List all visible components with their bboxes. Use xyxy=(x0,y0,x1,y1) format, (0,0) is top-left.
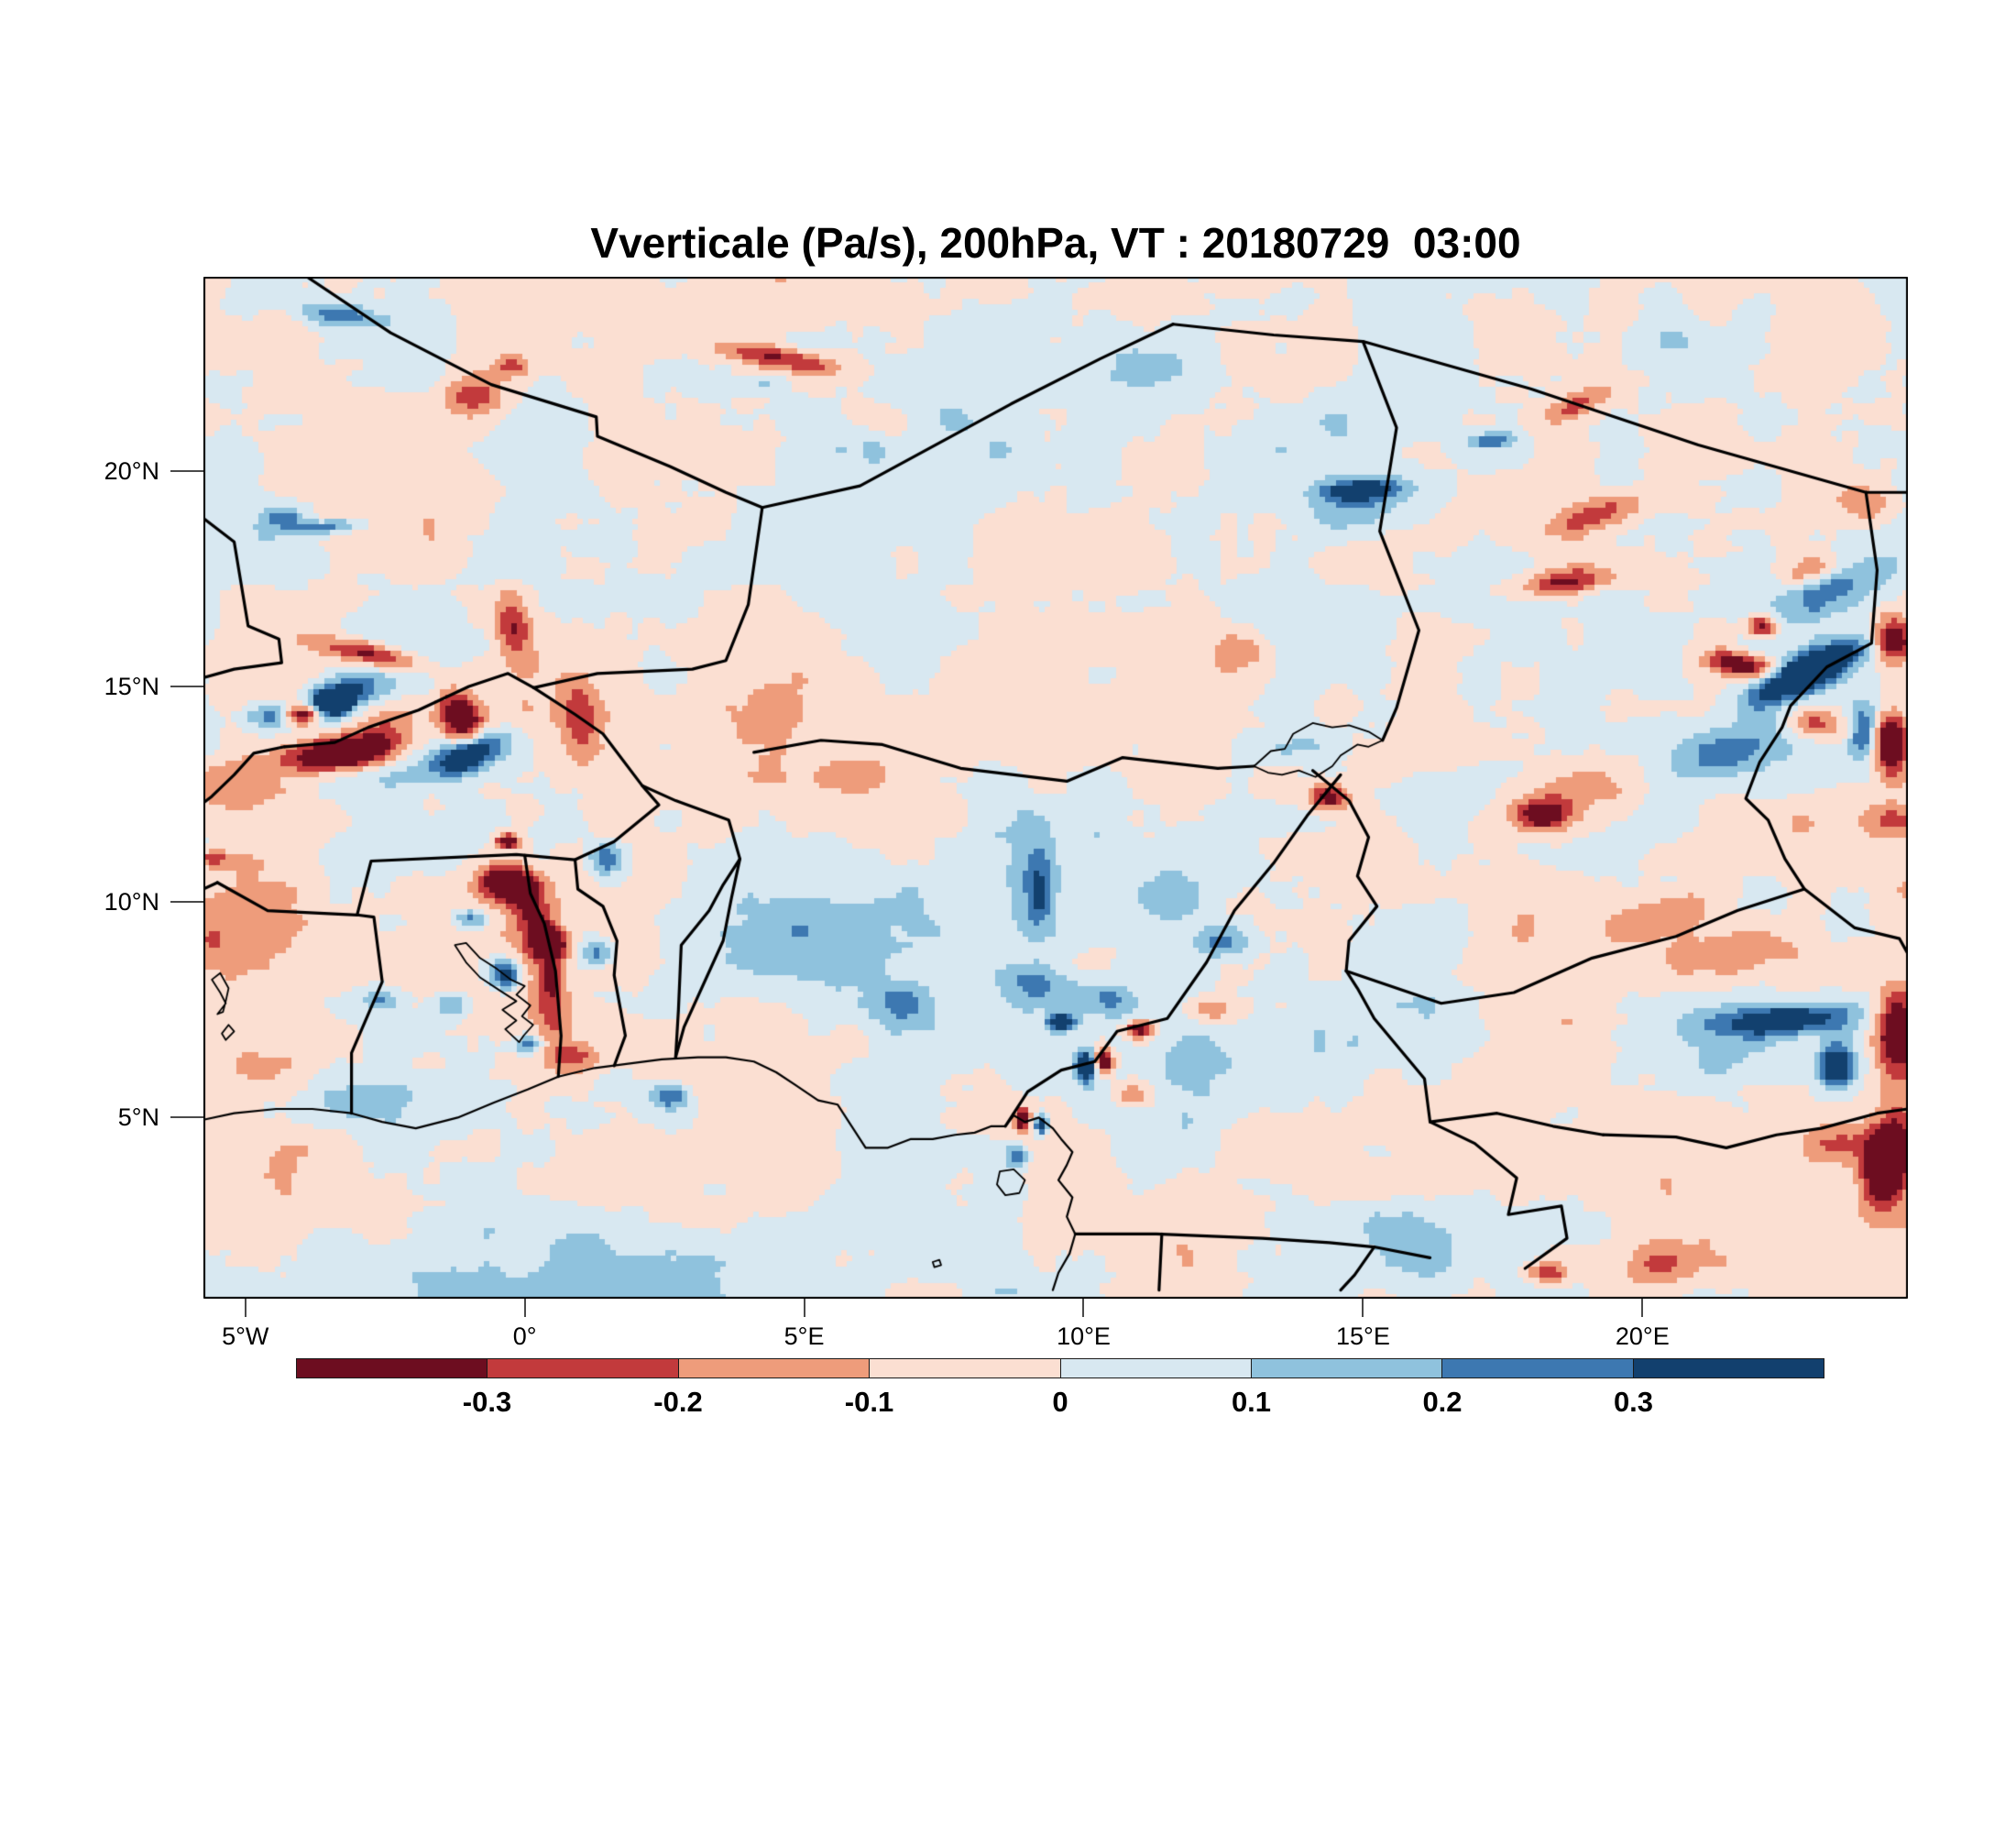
x-axis-tick-label: 0° xyxy=(512,1323,537,1350)
x-axis-tick xyxy=(803,1299,805,1317)
colorbar-segment xyxy=(678,1359,871,1377)
colorbar-tick-label: 0.1 xyxy=(1231,1386,1272,1418)
x-axis-tick xyxy=(1641,1299,1644,1317)
y-axis-tick-label: 10°N xyxy=(104,888,159,916)
y-axis-tick xyxy=(170,469,203,472)
x-axis-tick xyxy=(1082,1299,1085,1317)
x-axis-tick xyxy=(523,1299,526,1317)
colorbar-tick-label: 0 xyxy=(1052,1386,1068,1418)
map-plot xyxy=(203,277,1908,1299)
colorbar-segment xyxy=(1442,1359,1634,1377)
figure-title: Vverticale (Pa/s), 200hPa, VT : 20180729… xyxy=(590,219,1521,267)
y-axis-tick xyxy=(170,685,203,687)
colorbar-tick-label: -0.3 xyxy=(462,1386,512,1418)
colorbar-segment xyxy=(297,1359,488,1377)
x-axis-tick-label: 10°E xyxy=(1057,1323,1111,1350)
y-axis-tick-label: 15°N xyxy=(104,672,159,700)
colorbar-segment xyxy=(488,1359,679,1377)
colorbar-segment xyxy=(1633,1359,1824,1377)
x-axis-tick-label: 20°E xyxy=(1615,1323,1670,1350)
colorbar-tick-label: -0.2 xyxy=(653,1386,703,1418)
colorbar-tick-label: 0.3 xyxy=(1613,1386,1654,1418)
colorbar-segment xyxy=(1060,1359,1252,1377)
x-axis-tick-label: 15°E xyxy=(1335,1323,1390,1350)
y-axis-tick xyxy=(170,1116,203,1119)
x-axis-tick xyxy=(1362,1299,1364,1317)
y-axis-tick xyxy=(170,901,203,904)
y-axis-tick-label: 5°N xyxy=(117,1103,159,1132)
y-axis-tick-label: 20°N xyxy=(104,456,159,485)
colorbar-tick-label: 0.2 xyxy=(1422,1386,1463,1418)
colorbar-segment xyxy=(870,1359,1061,1377)
colorbar xyxy=(296,1358,1824,1378)
x-axis-tick xyxy=(244,1299,247,1317)
colorbar-tick-label: -0.1 xyxy=(844,1386,894,1418)
x-axis-tick-label: 5°E xyxy=(783,1323,825,1350)
x-axis-tick-label: 5°W xyxy=(222,1323,269,1350)
colorbar-segment xyxy=(1251,1359,1443,1377)
